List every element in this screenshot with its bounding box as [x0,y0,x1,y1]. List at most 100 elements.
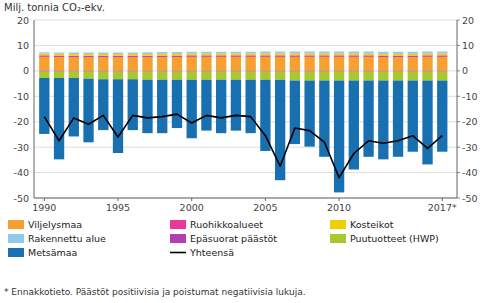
bar [39,55,49,57]
x-tick [191,198,192,201]
y-tick-label: -30 [13,142,29,153]
bar [246,80,256,133]
bar [39,78,49,134]
bar [334,72,344,81]
bar [39,57,49,71]
bar [187,55,197,57]
bar [83,79,93,143]
bar [275,72,285,80]
bar [54,56,64,58]
bar [393,81,403,157]
bar [437,52,447,54]
bar [187,57,197,71]
legend-swatch [8,220,24,229]
x-tick-label: 1995 [106,202,130,213]
bar [290,52,300,54]
x-tick-label: 2005 [253,202,277,213]
bar [246,55,256,57]
bar [246,54,256,56]
legend-swatch [170,252,186,254]
bar [393,52,403,54]
bar-series [39,52,447,55]
chart: Milj. tonnia CO₂-ekv.-50-40-30-20-100102… [0,0,491,303]
bar [98,57,108,70]
bar [142,52,152,54]
grid-line [34,45,457,46]
bar [437,55,447,57]
bar [246,57,256,71]
bar [83,56,93,58]
legend-label: Viljelysmaa [28,219,82,230]
x-tick [442,198,443,201]
bar [216,80,226,133]
bar [422,57,432,71]
bar [231,52,241,54]
bar [437,72,447,81]
bar [157,54,167,56]
y-tick-label: -40 [13,167,29,178]
bar [187,52,197,54]
bar [408,57,418,71]
bar [319,81,329,157]
bar [172,52,182,54]
bar [98,72,108,80]
bar [437,57,447,71]
bar [378,81,388,160]
bar [83,53,93,55]
line [44,114,442,178]
bar [408,56,418,58]
legend-label: Ruohikkoalueet [190,219,263,230]
y-tick-label: 0 [23,65,29,76]
bar [408,81,418,152]
bar [83,54,93,56]
bar [275,57,285,71]
legend-swatch [170,220,186,229]
bar [113,54,123,56]
y-tick-label: -10 [13,91,29,102]
bar [201,80,211,131]
bar [334,52,344,54]
bar [201,57,211,71]
bar-series [39,57,447,71]
bar [349,52,359,54]
bar [39,52,49,53]
bar [54,53,64,54]
bar [231,54,241,56]
bar [201,52,211,54]
bar [378,72,388,81]
bar [172,80,182,128]
bar [113,56,123,58]
bar [363,57,373,71]
bar [187,54,197,56]
bar [216,52,226,54]
bar [319,57,329,71]
bar [304,81,314,147]
bar [187,80,197,138]
footnote: * Ennakkotieto. Päästöt positiivisia ja … [4,287,306,297]
bar [422,72,432,81]
bar [275,55,285,57]
x-tick-label: 2017* [428,202,457,213]
grid-line [34,172,457,173]
bar-series [39,78,447,192]
bar [54,78,64,159]
bar [201,55,211,57]
bar [39,72,49,78]
bar [54,57,64,71]
bar [98,79,108,130]
x-tick-label: 1990 [32,202,56,213]
bar [216,57,226,71]
x-tick [265,198,266,201]
bar [422,55,432,57]
bar [157,52,167,54]
bar [128,54,138,56]
y-tick-label: 20 [17,15,29,26]
bar [275,52,285,54]
bar [260,52,270,54]
bar [187,72,197,80]
bar [172,57,182,71]
y-tick-label: -50 [13,193,29,204]
legend-label: Rakennettu alue [28,233,106,244]
bar [69,53,79,55]
bar [260,55,270,57]
